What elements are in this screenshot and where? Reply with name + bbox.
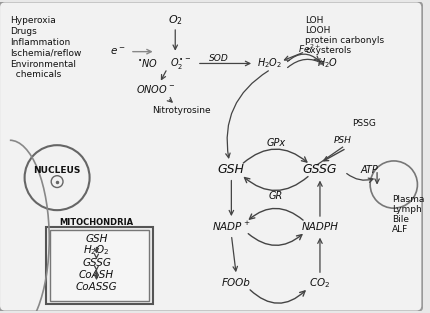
Bar: [46, 227, 153, 304]
Text: Ischemia/reflow: Ischemia/reflow: [10, 49, 81, 58]
Text: $H_2O_2$: $H_2O_2$: [83, 244, 110, 257]
Text: $^{\bullet}NO$: $^{\bullet}NO$: [137, 58, 158, 69]
Text: GSSG: GSSG: [303, 163, 337, 176]
Text: LOOH: LOOH: [305, 26, 331, 35]
Text: GR: GR: [269, 191, 283, 201]
Text: LOH: LOH: [305, 16, 323, 25]
FancyBboxPatch shape: [0, 2, 422, 311]
Text: NUCLEUS: NUCLEUS: [34, 166, 81, 175]
Text: Drugs: Drugs: [10, 27, 37, 36]
Text: $CO_2$: $CO_2$: [309, 276, 331, 290]
Text: chemicals: chemicals: [10, 70, 61, 80]
Text: NADPH: NADPH: [301, 222, 338, 232]
Text: SOD: SOD: [209, 54, 228, 63]
Text: ATP: ATP: [360, 165, 378, 175]
Text: $H_2O_2$: $H_2O_2$: [257, 57, 283, 70]
Text: $e^-$: $e^-$: [111, 46, 126, 57]
Text: $H_2O$: $H_2O$: [317, 57, 338, 70]
Text: $O_2^{\bullet-}$: $O_2^{\bullet-}$: [170, 56, 190, 71]
Text: GSSG: GSSG: [82, 258, 111, 268]
Text: Inflammation: Inflammation: [10, 38, 70, 47]
Text: FOOb: FOOb: [222, 278, 251, 288]
Text: $O_2$: $O_2$: [168, 13, 183, 27]
Text: Environmental: Environmental: [10, 59, 76, 69]
Text: Bile: Bile: [392, 215, 409, 224]
Text: MITOCHONDRIA: MITOCHONDRIA: [59, 218, 134, 227]
Text: Lymph: Lymph: [392, 205, 421, 214]
Text: PSH: PSH: [334, 136, 352, 145]
Text: CoASH: CoASH: [79, 270, 114, 280]
Text: ALF: ALF: [392, 225, 408, 234]
Text: $Fe^{2+}$: $Fe^{2+}$: [298, 43, 321, 55]
Text: Plasma: Plasma: [392, 195, 424, 204]
Text: GSH: GSH: [85, 234, 108, 244]
Text: PSSG: PSSG: [353, 119, 376, 128]
Text: CoASSG: CoASSG: [76, 282, 117, 292]
Text: Nitrotyrosine: Nitrotyrosine: [153, 106, 211, 115]
Bar: [50, 230, 149, 301]
Text: GPx: GPx: [266, 138, 285, 148]
Text: GSH: GSH: [218, 163, 245, 176]
Text: Hyperoxia: Hyperoxia: [10, 16, 55, 25]
Text: oxysterols: oxysterols: [305, 46, 351, 55]
Text: $ONOO^-$: $ONOO^-$: [136, 83, 175, 95]
Text: $NADP^+$: $NADP^+$: [212, 220, 251, 233]
Text: protein carbonyls: protein carbonyls: [305, 36, 384, 45]
